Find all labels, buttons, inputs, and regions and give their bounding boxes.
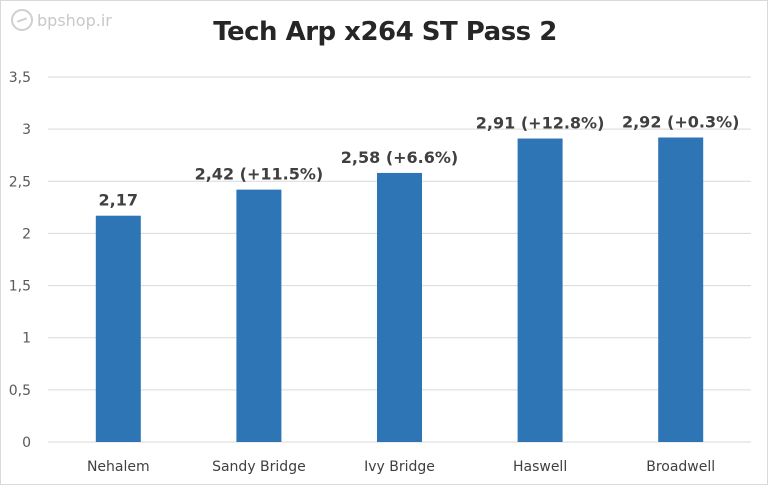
x-tick-label: Sandy Bridge <box>212 459 306 475</box>
bar <box>517 138 563 442</box>
data-label: 2,58 (+6.6%) <box>341 148 458 167</box>
y-tick-label: 3,5 <box>9 70 31 86</box>
y-tick-label: 3 <box>22 122 31 138</box>
x-tick-label: Haswell <box>513 459 567 475</box>
data-label: 2,92 (+0.3%) <box>622 112 739 131</box>
y-tick-label: 0,5 <box>9 383 31 399</box>
chart-title: Tech Arp x264 ST Pass 2 <box>213 17 557 47</box>
x-tick-label: Broadwell <box>646 459 715 475</box>
data-label: 2,17 <box>99 191 138 210</box>
x-tick-label: Nehalem <box>87 459 150 475</box>
bpshop-logo-icon <box>11 9 33 31</box>
watermark-text: bpshop.ir <box>37 10 112 30</box>
y-tick-label: 1,5 <box>9 279 31 295</box>
data-label: 2,91 (+12.8%) <box>476 114 605 133</box>
bar <box>658 137 704 442</box>
x-axis-ticks: Nehalem Sandy Bridge Ivy Bridge Haswell Broa… <box>87 459 715 475</box>
data-label: 2,42 (+11.5%) <box>195 165 324 184</box>
y-axis-ticks: 0 0,5 1 1,5 2 2,5 3 3,5 <box>9 70 31 451</box>
x-tick-label: Ivy Bridge <box>364 459 435 475</box>
data-labels: 2,17 2,42 (+11.5%) 2,58 (+6.6%) 2,91 (+12.8… <box>99 112 740 209</box>
bars <box>95 137 704 442</box>
bar <box>377 172 422 442</box>
watermark: bpshop.ir <box>11 9 112 31</box>
y-tick-label: 2 <box>22 226 31 242</box>
bar <box>236 189 282 442</box>
y-tick-label: 1 <box>22 331 31 347</box>
bar <box>95 215 141 442</box>
y-tick-label: 0 <box>22 435 31 451</box>
y-tick-label: 2,5 <box>9 174 31 190</box>
